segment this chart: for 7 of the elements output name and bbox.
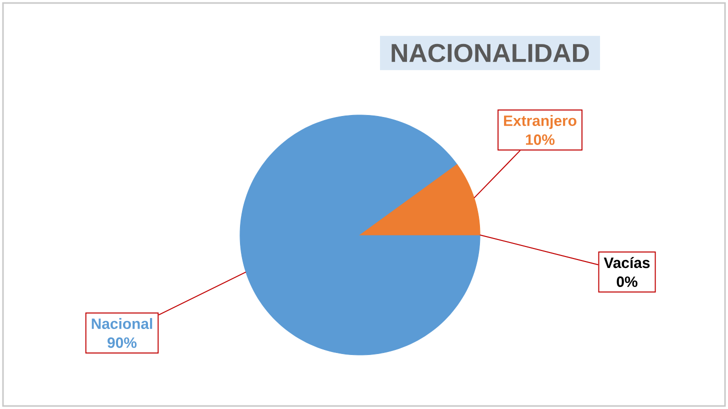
slice-label: Extranjero bbox=[504, 115, 576, 129]
data-label: 10% bbox=[526, 134, 555, 145]
slice-label: Nacional bbox=[92, 318, 152, 330]
data-label: 90% bbox=[108, 337, 137, 348]
category-label: Vacías bbox=[604, 256, 650, 268]
text: 0% bbox=[616, 276, 638, 288]
chart-title: NACIONALIDAD bbox=[392, 44, 589, 62]
